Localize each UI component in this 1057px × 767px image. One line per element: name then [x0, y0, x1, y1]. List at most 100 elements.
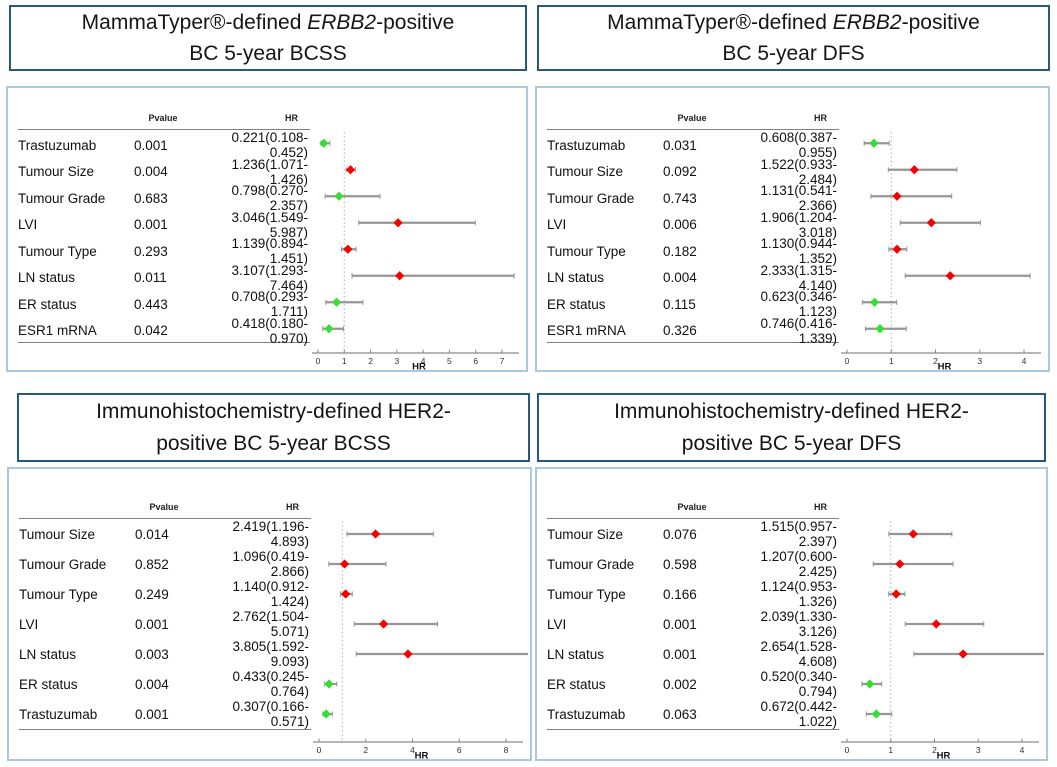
stats-table: Pvalue HR Trastuzumab 0.001 0.221(0.108- 0…	[8, 88, 310, 370]
table-row-tumour-type: Tumour Type 0.182 1.130(0.944- 1.352)	[547, 236, 839, 266]
hr-diamond-marker	[370, 529, 381, 539]
forest-row-ln-status	[355, 649, 528, 659]
panel-title-mammatyper-bcss: MammaTyper®-defined ERBB2-positive BC 5-…	[9, 5, 527, 71]
hr-diamond-marker	[403, 649, 413, 659]
row-pvalue: 0.001	[135, 706, 169, 722]
row-hr-ci: 1.522(0.933- 2.484)	[760, 156, 837, 187]
table-row-er-status: ER status 0.443 0.708(0.293- 1.711)	[18, 289, 310, 319]
table-row-tumour-grade: Tumour Grade 0.598 1.207(0.600- 2.425)	[547, 549, 839, 579]
svg-text:2: 2	[933, 356, 938, 366]
row-pvalue: 0.011	[134, 270, 167, 285]
table-row-lvi: LVI 0.006 1.906(1.204- 3.018)	[547, 209, 839, 240]
title-pre: MammaTyper®-defined	[607, 10, 833, 34]
table-row-ln-status: LN status 0.003 3.805(1.592- 9.093)	[19, 639, 311, 669]
forest-row-lvi	[353, 619, 439, 629]
hr-diamond-marker	[345, 165, 356, 175]
table-row-er-status: ER status 0.115 0.623(0.346- 1.123)	[547, 289, 839, 319]
row-hr-ci: 1.236(1.071- 1.426)	[231, 156, 308, 187]
forest-row-trastuzumab	[865, 709, 893, 719]
row-label: ESR1 mRNA	[18, 323, 97, 338]
row-hr-ci: 1.515(0.957- 2.397)	[760, 519, 837, 549]
row-pvalue: 0.293	[134, 243, 168, 259]
panel-title-text: Immunohistochemistry-defined HER2-positi…	[597, 396, 986, 459]
svg-text:6: 6	[457, 745, 462, 755]
row-hr-ci: 2.654(1.528- 4.608)	[760, 639, 837, 669]
row-pvalue: 0.001	[134, 217, 168, 232]
table-rows: Trastuzumab 0.031 0.608(0.387- 0.955) Tumou…	[547, 130, 839, 346]
row-pvalue: 0.166	[663, 586, 697, 602]
svg-text:2: 2	[932, 745, 937, 755]
title-gene-italic: ERBB2	[832, 10, 902, 34]
row-pvalue: 0.115	[663, 296, 696, 312]
row-hr-ci: 1.096(0.419- 2.866)	[232, 549, 309, 579]
row-label: Tumour Type	[19, 586, 98, 602]
forest-row-lvi	[899, 218, 982, 228]
forest-row-er-status	[861, 297, 898, 307]
panel-title-ihc-dfs: Immunohistochemistry-defined HER2-positi…	[537, 393, 1046, 462]
forest-row-ln-status	[913, 649, 1044, 659]
row-label: ER status	[547, 676, 606, 692]
forest-row-lvi	[358, 218, 476, 228]
forest-row-esr1-mrna	[322, 324, 344, 334]
row-pvalue: 0.002	[663, 676, 697, 692]
forest-row-ln-status	[904, 271, 1031, 281]
row-pvalue: 0.006	[663, 217, 697, 232]
hr-diamond-marker	[945, 271, 955, 281]
forest-row-tumour-size	[888, 529, 953, 539]
row-pvalue: 0.004	[135, 676, 169, 692]
row-pvalue: 0.598	[663, 556, 697, 572]
table-header: Pvalue HR	[19, 469, 311, 519]
title-post: -positive BC 5-year DFS	[722, 10, 980, 66]
x-axis-label: HR	[412, 362, 426, 371]
row-label: Tumour Size	[18, 164, 95, 179]
table-header: Pvalue HR	[18, 88, 310, 130]
table-row-lvi: LVI 0.001 2.039(1.330- 3.126)	[547, 609, 839, 639]
x-axis-label: HR	[938, 362, 952, 371]
svg-text:0: 0	[316, 356, 321, 366]
hr-diamond-marker	[892, 191, 902, 201]
table-row-trastuzumab: Trastuzumab 0.031 0.608(0.387- 0.955)	[547, 130, 839, 160]
row-label: Tumour Grade	[547, 556, 635, 572]
row-label: ESR1 mRNA	[547, 323, 626, 338]
table-header: Pvalue HR	[547, 469, 839, 519]
row-hr-ci: 0.418(0.180- 0.970)	[231, 315, 308, 346]
forest-row-lvi	[904, 619, 985, 629]
row-pvalue: 0.003	[135, 646, 169, 662]
row-hr-ci: 0.798(0.270- 2.357)	[231, 183, 308, 213]
hr-diamond-marker	[931, 619, 941, 629]
row-hr-ci: 1.207(0.600- 2.425)	[760, 549, 837, 579]
table-row-lvi: LVI 0.001 3.046(1.549- 5.987)	[18, 210, 310, 240]
row-hr-ci: 0.221(0.108- 0.452)	[231, 130, 308, 160]
svg-text:4: 4	[410, 745, 415, 755]
row-pvalue: 0.001	[663, 616, 697, 632]
forest-row-ln-status	[351, 271, 515, 281]
row-hr-ci: 2.039(1.330- 3.126)	[760, 609, 837, 639]
panel-title-mammatyper-dfs: MammaTyper®-defined ERBB2-positive BC 5-…	[537, 5, 1050, 71]
row-hr-ci: 0.746(0.416- 1.339)	[760, 315, 837, 346]
svg-text:4: 4	[1022, 356, 1027, 366]
table-row-trastuzumab: Trastuzumab 0.063 0.672(0.442- 1.022)	[547, 699, 839, 729]
stats-table: Pvalue HR Trastuzumab 0.031 0.608(0.387- 0…	[537, 88, 839, 370]
forest-row-tumour-type	[888, 589, 906, 599]
table-row-ln-status: LN status 0.001 2.654(1.528- 4.608)	[547, 639, 839, 669]
title-pre: Immunohistochemistry-defined HER2-positi…	[96, 400, 451, 455]
hr-diamond-marker	[895, 559, 905, 569]
x-axis: 0 1 2 3 4 HR	[841, 738, 1039, 759]
table-row-tumour-grade: Tumour Grade 0.743 1.131(0.541- 2.366)	[547, 183, 839, 213]
forest-row-er-status	[861, 679, 883, 689]
row-hr-ci: 0.520(0.340- 0.794)	[760, 669, 837, 699]
row-pvalue: 0.443	[134, 296, 168, 312]
row-pvalue: 0.031	[663, 137, 697, 153]
pvalue-column-header: Pvalue	[148, 113, 178, 123]
hr-diamond-marker	[340, 559, 350, 569]
panel-ihc-dfs: Pvalue HR Tumour Size 0.076 1.515(0.957- 2…	[535, 467, 1048, 761]
forest-row-trastuzumab	[863, 138, 890, 148]
row-label: Tumour Type	[547, 243, 626, 259]
row-hr-ci: 1.906(1.204- 3.018)	[760, 209, 837, 240]
table-row-tumour-size: Tumour Size 0.014 2.419(1.196- 4.893)	[19, 519, 311, 549]
hr-column-header: HR	[286, 502, 299, 512]
hr-diamond-marker	[319, 138, 329, 148]
row-label: Tumour Type	[18, 243, 97, 259]
hr-diamond-marker	[908, 529, 918, 539]
